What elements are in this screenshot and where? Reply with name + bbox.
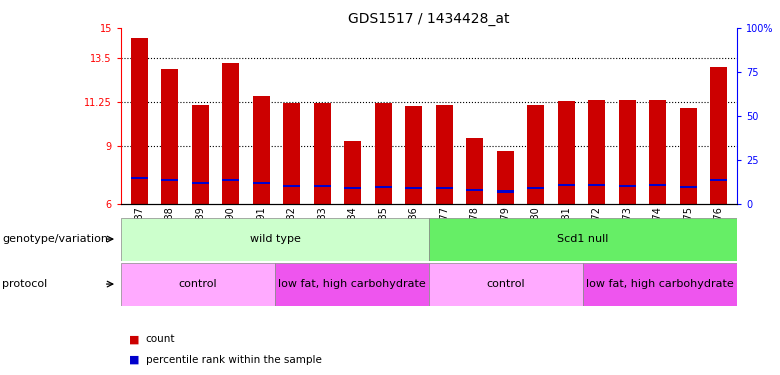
Bar xyxy=(650,184,666,186)
Bar xyxy=(131,38,147,204)
Text: low fat, high carbohydrate: low fat, high carbohydrate xyxy=(278,279,426,289)
Bar xyxy=(344,186,361,189)
Text: control: control xyxy=(487,279,526,289)
Bar xyxy=(375,186,392,188)
Bar xyxy=(314,184,331,187)
Bar xyxy=(344,141,361,204)
Bar xyxy=(436,186,452,189)
Bar xyxy=(314,102,331,204)
Bar xyxy=(558,100,575,204)
Text: protocol: protocol xyxy=(2,279,48,289)
Bar xyxy=(527,186,544,189)
Bar xyxy=(283,102,300,204)
Bar xyxy=(192,105,208,204)
Bar xyxy=(711,67,727,204)
Bar xyxy=(466,138,483,204)
Bar xyxy=(619,100,636,204)
Bar xyxy=(680,186,697,188)
Bar xyxy=(429,217,737,261)
Bar xyxy=(161,179,178,181)
Bar xyxy=(680,108,697,204)
Text: count: count xyxy=(146,334,176,344)
Text: ■: ■ xyxy=(129,355,139,365)
Text: genotype/variation: genotype/variation xyxy=(2,234,108,244)
Bar xyxy=(375,102,392,204)
Bar xyxy=(497,150,514,204)
Text: wild type: wild type xyxy=(250,234,300,244)
Bar xyxy=(466,189,483,191)
Bar xyxy=(588,184,605,186)
Bar xyxy=(253,96,270,204)
Bar xyxy=(131,177,147,179)
Bar xyxy=(619,184,636,187)
Bar xyxy=(121,217,429,261)
Bar xyxy=(222,179,239,181)
Bar xyxy=(583,262,737,306)
Bar xyxy=(275,262,429,306)
Bar xyxy=(527,105,544,204)
Text: control: control xyxy=(179,279,218,289)
Bar xyxy=(222,63,239,204)
Bar xyxy=(650,100,666,204)
Bar xyxy=(121,262,275,306)
Text: Scd1 null: Scd1 null xyxy=(558,234,608,244)
Bar xyxy=(253,182,270,184)
Bar xyxy=(588,100,605,204)
Bar xyxy=(436,105,452,204)
Text: low fat, high carbohydrate: low fat, high carbohydrate xyxy=(587,279,734,289)
Text: ■: ■ xyxy=(129,334,139,344)
Bar xyxy=(406,186,422,189)
Bar xyxy=(406,106,422,204)
Bar xyxy=(497,190,514,193)
Bar xyxy=(192,182,208,184)
Bar xyxy=(558,184,575,186)
Title: GDS1517 / 1434428_at: GDS1517 / 1434428_at xyxy=(348,12,510,26)
Bar xyxy=(429,262,583,306)
Bar xyxy=(711,179,727,181)
Bar xyxy=(283,184,300,187)
Bar xyxy=(161,69,178,204)
Text: percentile rank within the sample: percentile rank within the sample xyxy=(146,355,321,365)
